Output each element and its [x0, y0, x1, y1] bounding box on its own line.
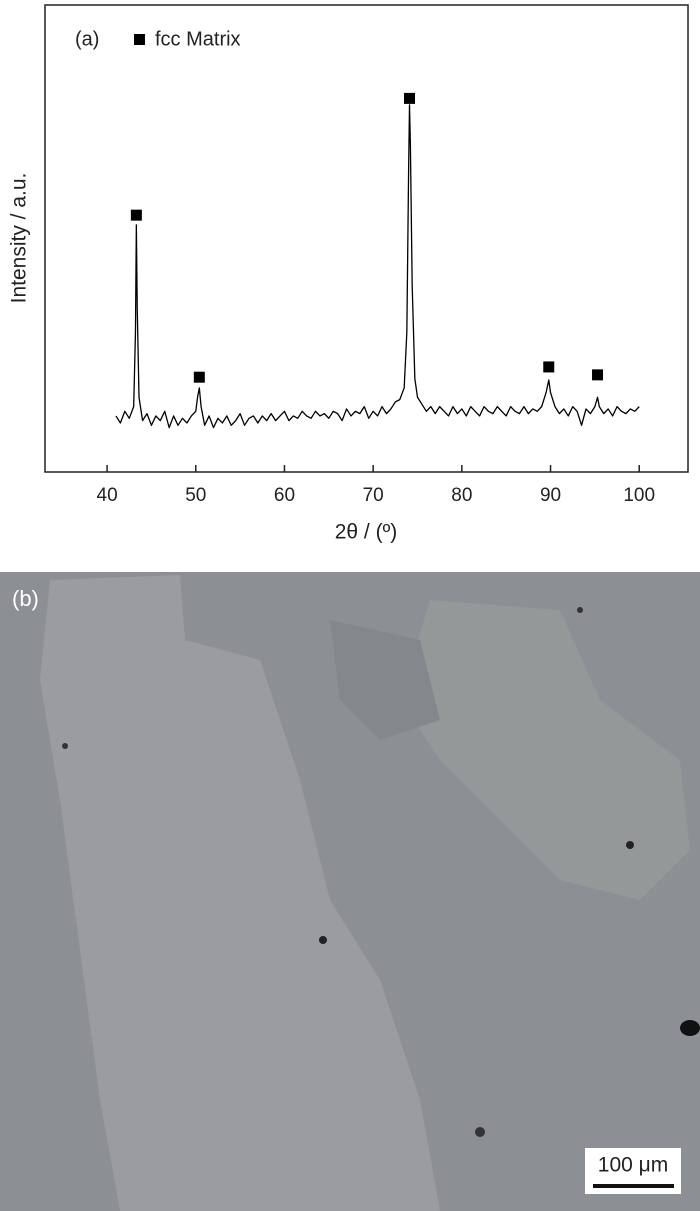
- plot-frame: [44, 4, 689, 473]
- peak-marker: [404, 92, 416, 104]
- x-tick-label: 80: [451, 485, 472, 506]
- x-tick-label: 60: [274, 485, 295, 506]
- xrd-pattern: [115, 104, 640, 429]
- legend-label: fcc Matrix: [155, 28, 241, 50]
- x-tick-label: 40: [97, 485, 118, 506]
- peak-marker: [193, 371, 205, 383]
- micrograph: (b) 100 μm: [0, 572, 700, 1211]
- legend-marker: [134, 34, 145, 45]
- grain-region: [400, 600, 690, 900]
- panel-label: (a): [75, 28, 99, 50]
- x-tick-label: 90: [540, 485, 561, 506]
- pore: [319, 936, 327, 944]
- peak-marker: [130, 209, 142, 221]
- x-tick-label: 50: [185, 485, 206, 506]
- y-axis-title: Intensity / a.u.: [8, 173, 31, 304]
- x-tick-label: 100: [623, 485, 655, 506]
- panel-label: (b): [12, 586, 39, 611]
- pore: [62, 743, 68, 749]
- peak-marker: [592, 369, 604, 381]
- pore: [680, 1020, 700, 1036]
- grain-region: [40, 575, 440, 1211]
- scale-bar-label: 100 μm: [598, 1154, 668, 1177]
- pore: [626, 841, 634, 849]
- x-axis-title: 2θ / (º): [335, 521, 398, 544]
- peak-marker: [543, 361, 555, 373]
- pore: [577, 607, 583, 613]
- x-tick-label: 70: [363, 485, 384, 506]
- grain-region: [330, 620, 440, 740]
- pore: [475, 1127, 485, 1137]
